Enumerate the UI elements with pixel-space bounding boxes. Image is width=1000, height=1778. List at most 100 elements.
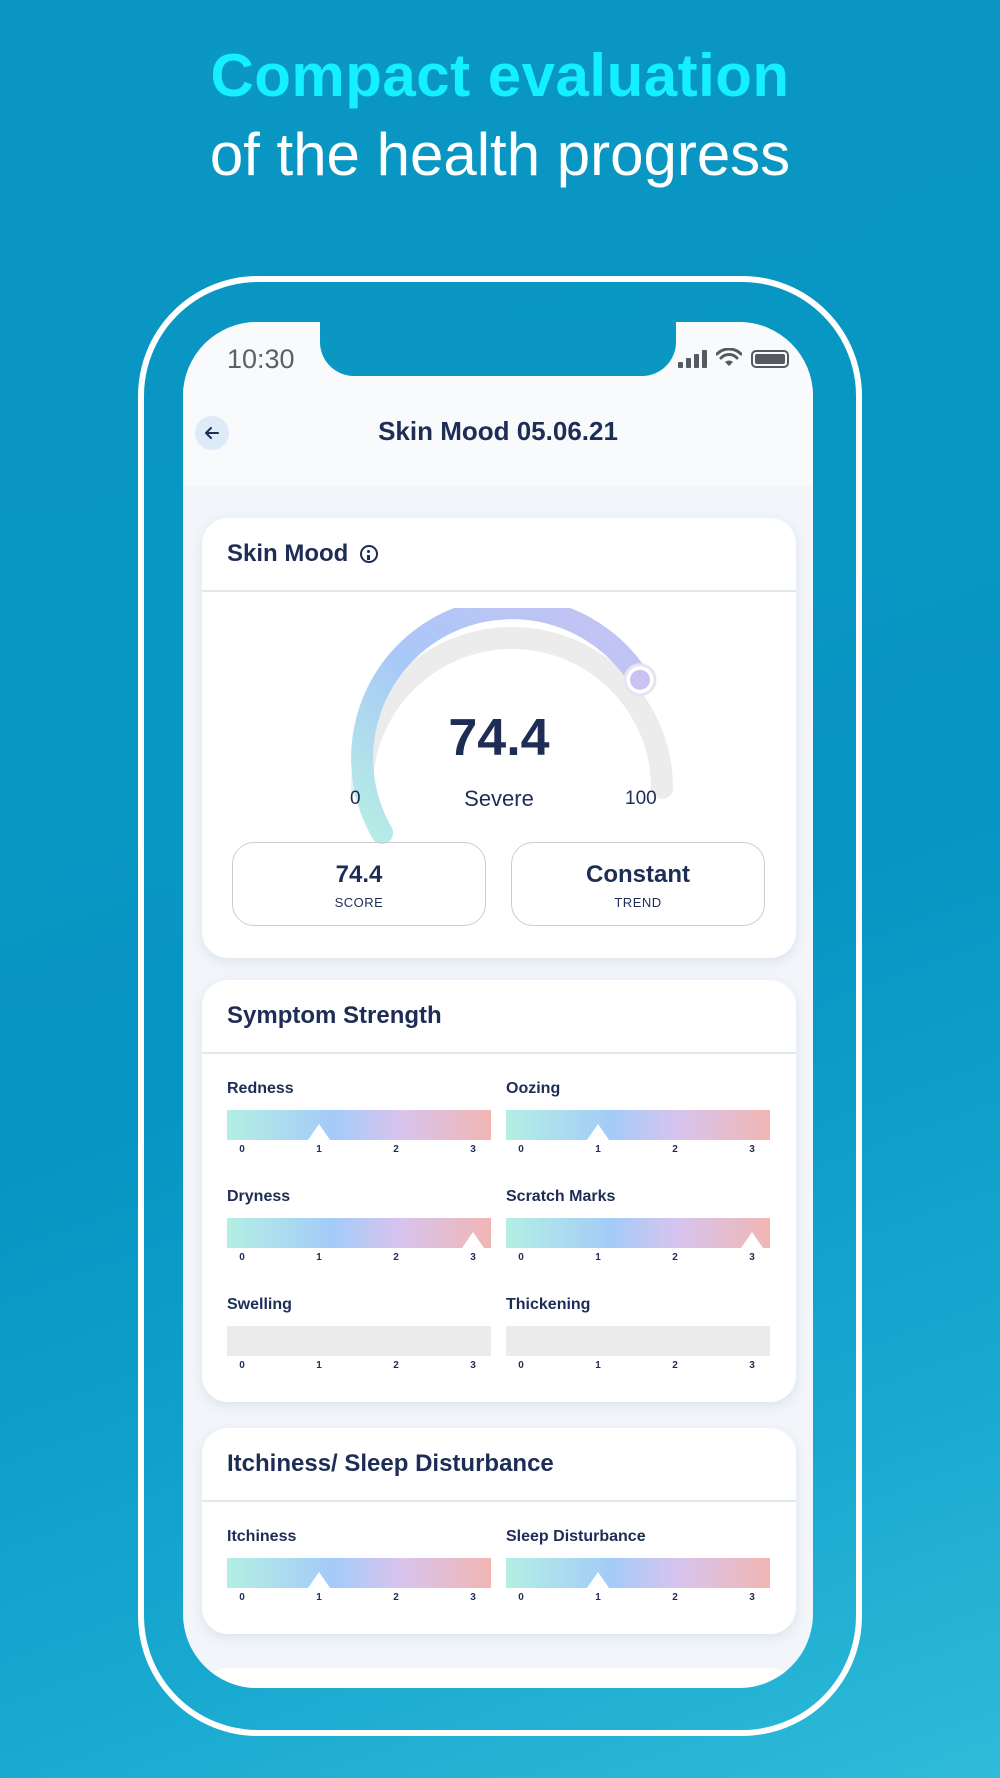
symptom-bar: [227, 1218, 491, 1248]
headline-subtitle: of the health progress: [209, 121, 791, 188]
symptom-item: Sleep Disturbance 0 1 2 3: [506, 1528, 770, 1608]
symptom-item: Scratch Marks 0 1 2 3: [506, 1188, 770, 1268]
skin-mood-gauge: [351, 608, 673, 844]
tick-label: 2: [393, 1252, 399, 1263]
tick-label: 2: [393, 1592, 399, 1603]
back-button[interactable]: [195, 416, 229, 450]
symptom-marker: [587, 1124, 609, 1140]
trend-value: Constant: [586, 861, 690, 888]
symptom-name: Swelling: [227, 1296, 292, 1313]
tick-label: 0: [239, 1144, 245, 1155]
tick-label: 1: [595, 1360, 601, 1371]
symptom-name: Thickening: [506, 1296, 591, 1313]
gauge-max-label: 100: [625, 788, 657, 809]
symptom-bar: [506, 1218, 770, 1248]
symptom-name: Scratch Marks: [506, 1188, 616, 1205]
symptom-bar: [227, 1558, 491, 1588]
gauge-fill: [351, 608, 651, 844]
score-label: SCORE: [334, 895, 384, 910]
symptom-ticks: 0 1 2 3: [227, 1360, 491, 1376]
headline-accent: Compact evaluation: [210, 42, 790, 109]
phone-notch: [320, 322, 676, 376]
skin-mood-card: Skin Mood 74.4 Severe 0 100 74.4 SCORE: [202, 518, 796, 958]
tick-label: 1: [595, 1592, 601, 1603]
symptom-ticks: 0 1 2 3: [506, 1592, 770, 1608]
skin-mood-card-header: Skin Mood: [202, 518, 796, 592]
tick-label: 1: [316, 1360, 322, 1371]
symptom-strength-card-title: Symptom Strength: [227, 1002, 442, 1029]
tick-label: 2: [393, 1144, 399, 1155]
tick-label: 3: [749, 1592, 755, 1603]
tick-label: 3: [470, 1360, 476, 1371]
tick-label: 0: [518, 1144, 524, 1155]
tick-label: 3: [749, 1144, 755, 1155]
status-icons: [678, 348, 789, 368]
symptom-bar: [506, 1110, 770, 1140]
phone-screen: 10:30 Skin Mood 05.06.21 Skin Mood: [183, 322, 813, 1688]
tick-label: 0: [239, 1592, 245, 1603]
symptom-scale: [506, 1218, 770, 1248]
gauge-min-label: 0: [350, 788, 361, 809]
symptom-marker: [462, 1232, 484, 1248]
symptom-scale: [227, 1326, 491, 1356]
symptom-name: Oozing: [506, 1080, 561, 1097]
headline: Compact evaluation of the health progres…: [0, 38, 1000, 196]
itchiness-sleep-card-title: Itchiness/ Sleep Disturbance: [227, 1450, 554, 1477]
tick-label: 3: [749, 1360, 755, 1371]
battery-icon: [751, 350, 789, 368]
symptom-item: Thickening 0 1 2 3: [506, 1296, 770, 1376]
tick-label: 1: [316, 1144, 322, 1155]
symptom-strength-card-header: Symptom Strength: [202, 980, 796, 1054]
symptom-ticks: 0 1 2 3: [506, 1252, 770, 1268]
arrow-left-icon: [205, 427, 219, 439]
tick-label: 0: [518, 1592, 524, 1603]
symptom-bar: [227, 1326, 491, 1356]
tick-label: 2: [672, 1252, 678, 1263]
symptom-item: Itchiness 0 1 2 3: [227, 1528, 491, 1608]
tick-label: 0: [518, 1360, 524, 1371]
symptom-marker: [741, 1232, 763, 1248]
tick-label: 0: [239, 1360, 245, 1371]
symptom-strength-card: Symptom Strength Redness 0 1 2 3 Oozing 0 1 2 3 Dr…: [202, 980, 796, 1402]
symptom-ticks: 0 1 2 3: [227, 1252, 491, 1268]
symptom-name: Dryness: [227, 1188, 291, 1205]
gauge-state: Severe: [464, 786, 534, 811]
status-time: 10:30: [227, 344, 295, 374]
score-box: 74.4 SCORE: [232, 842, 486, 926]
symptom-scale: [227, 1558, 491, 1588]
gauge-track: [351, 627, 673, 799]
symptom-name: Itchiness: [227, 1528, 297, 1545]
nav-bar: Skin Mood 05.06.21: [183, 382, 813, 486]
symptom-name: Sleep Disturbance: [506, 1528, 646, 1545]
symptom-scale: [506, 1326, 770, 1356]
skin-mood-card-title: Skin Mood: [227, 540, 349, 567]
tick-label: 1: [316, 1592, 322, 1603]
next-card-peek: [202, 1668, 796, 1688]
tick-label: 0: [239, 1252, 245, 1263]
tick-label: 3: [749, 1252, 755, 1263]
gauge-knob-dot: [630, 669, 650, 690]
symptom-item: Redness 0 1 2 3: [227, 1080, 491, 1160]
info-icon[interactable]: [360, 545, 379, 563]
tick-label: 2: [672, 1592, 678, 1603]
trend-label: TREND: [614, 895, 662, 910]
symptom-marker: [308, 1124, 330, 1140]
symptom-marker: [587, 1572, 609, 1588]
page-title: Skin Mood 05.06.21: [378, 416, 618, 446]
signal-icon: [678, 350, 707, 368]
symptom-scale: [227, 1110, 491, 1140]
tick-label: 1: [316, 1252, 322, 1263]
tick-label: 2: [393, 1360, 399, 1371]
symptom-scale: [506, 1110, 770, 1140]
tick-label: 1: [595, 1252, 601, 1263]
symptom-bar: [506, 1558, 770, 1588]
tick-label: 3: [470, 1252, 476, 1263]
tick-label: 2: [672, 1360, 678, 1371]
itchiness-sleep-card-header: Itchiness/ Sleep Disturbance: [202, 1428, 796, 1502]
symptom-marker: [308, 1572, 330, 1588]
symptom-name: Redness: [227, 1080, 294, 1097]
symptom-ticks: 0 1 2 3: [506, 1360, 770, 1376]
tick-label: 3: [470, 1144, 476, 1155]
symptom-scale: [227, 1218, 491, 1248]
symptom-ticks: 0 1 2 3: [227, 1592, 491, 1608]
